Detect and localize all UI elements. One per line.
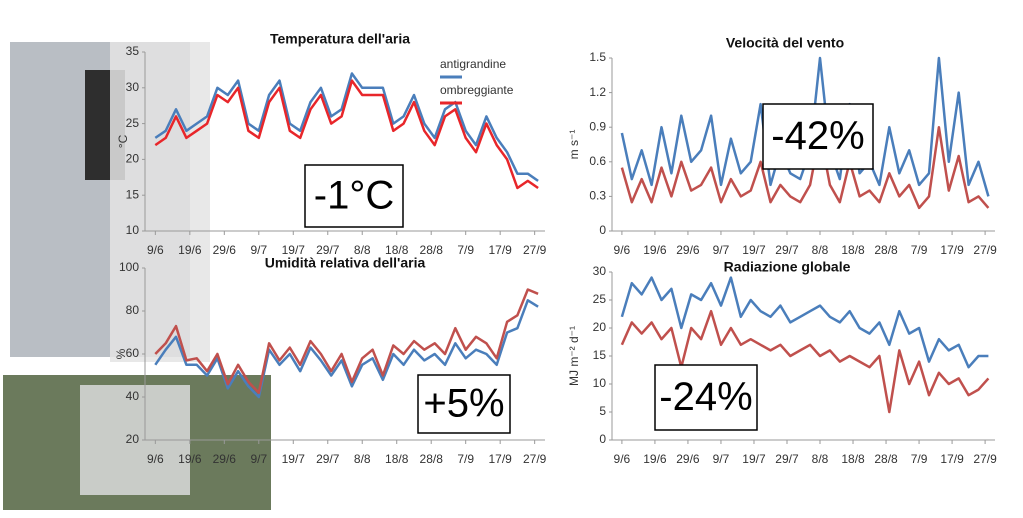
- y-tick-label: 30: [126, 80, 140, 94]
- x-tick-label: 19/6: [643, 243, 667, 257]
- y-axis-label: %: [114, 348, 128, 359]
- x-tick-label: 19/7: [282, 452, 306, 466]
- x-tick-label: 19/6: [178, 243, 202, 257]
- series-line: [620, 125, 990, 210]
- x-tick-label: 27/9: [523, 452, 547, 466]
- x-tick-label: 29/6: [213, 452, 237, 466]
- chart-title: Temperatura dell'aria: [270, 31, 410, 47]
- x-tick-label: 9/6: [147, 452, 164, 466]
- y-tick-label: 35: [126, 44, 140, 58]
- y-tick-label: 20: [593, 320, 607, 334]
- chart-title: Radiazione globale: [724, 259, 851, 275]
- x-tick-label: 9/6: [147, 243, 164, 257]
- y-tick-label: 25: [126, 116, 140, 130]
- x-tick-label: 29/6: [676, 243, 700, 257]
- annotation: +5%: [423, 382, 504, 426]
- x-tick-label: 8/8: [812, 452, 829, 466]
- x-tick-label: 18/8: [385, 243, 409, 257]
- x-tick-label: 8/8: [812, 243, 829, 257]
- x-tick-label: 9/7: [250, 243, 267, 257]
- x-tick-label: 19/6: [178, 452, 202, 466]
- annotation: -24%: [659, 375, 752, 419]
- chart-title: Umidità relativa dell'aria: [265, 255, 426, 271]
- x-tick-label: 8/8: [354, 243, 371, 257]
- y-tick-label: 100: [119, 260, 139, 274]
- y-tick-label: 30: [593, 264, 607, 278]
- y-tick-label: 25: [593, 292, 607, 306]
- y-axis-label: °C: [116, 134, 130, 148]
- x-tick-label: 28/8: [420, 452, 444, 466]
- chart-title: Velocità del vento: [726, 35, 844, 51]
- y-tick-label: 20: [126, 152, 140, 166]
- x-tick-label: 9/6: [614, 243, 631, 257]
- x-tick-label: 19/7: [742, 243, 766, 257]
- y-tick-label: 0.3: [589, 189, 606, 203]
- x-tick-label: 7/9: [911, 243, 928, 257]
- y-tick-label: 5: [599, 404, 606, 418]
- x-tick-label: 17/9: [488, 452, 512, 466]
- x-tick-label: 18/8: [385, 452, 409, 466]
- y-tick-label: 40: [126, 389, 140, 403]
- annotation: -42%: [771, 114, 864, 158]
- x-tick-label: 9/7: [713, 452, 730, 466]
- series-line: [154, 72, 539, 182]
- x-tick-label: 17/9: [488, 243, 512, 257]
- x-tick-label: 18/8: [841, 452, 865, 466]
- y-tick-label: 15: [126, 187, 140, 201]
- x-tick-label: 29/7: [775, 243, 799, 257]
- photo-overlay: [110, 42, 210, 362]
- annotation: -1°C: [314, 174, 394, 218]
- annotation-box: [304, 164, 404, 228]
- x-tick-label: 29/7: [316, 452, 340, 466]
- y-tick-label: 0: [599, 223, 606, 237]
- x-tick-label: 18/8: [841, 243, 865, 257]
- x-tick-label: 27/9: [523, 243, 547, 257]
- y-tick-label: 80: [126, 303, 140, 317]
- y-tick-label: 15: [593, 348, 607, 362]
- legend-label: ombreggiante: [440, 83, 514, 97]
- series-line: [620, 276, 989, 369]
- series-line: [154, 288, 539, 394]
- x-tick-label: 27/9: [973, 243, 997, 257]
- x-tick-label: 17/9: [940, 452, 964, 466]
- y-tick-label: 10: [126, 223, 140, 237]
- y-tick-label: 20: [126, 432, 140, 446]
- x-tick-label: 28/8: [420, 243, 444, 257]
- annotation-box: [417, 374, 511, 434]
- series-line: [154, 79, 539, 190]
- x-tick-label: 9/6: [614, 452, 631, 466]
- x-tick-label: 7/9: [457, 452, 474, 466]
- x-tick-label: 19/6: [643, 452, 667, 466]
- y-tick-label: 60: [126, 346, 140, 360]
- x-tick-label: 19/7: [282, 243, 306, 257]
- x-tick-label: 28/8: [874, 452, 898, 466]
- legend-label: antigrandine: [440, 57, 506, 71]
- y-tick-label: 0.9: [589, 119, 606, 133]
- x-tick-label: 9/7: [250, 452, 267, 466]
- x-tick-label: 19/7: [742, 452, 766, 466]
- series-line: [154, 299, 539, 399]
- series-line: [620, 309, 990, 414]
- x-tick-label: 29/7: [316, 243, 340, 257]
- annotation-box: [762, 103, 874, 170]
- y-tick-label: 0: [599, 432, 606, 446]
- annotation-box: [654, 364, 758, 431]
- x-tick-label: 17/9: [940, 243, 964, 257]
- x-tick-label: 7/9: [457, 243, 474, 257]
- x-tick-label: 27/9: [973, 452, 997, 466]
- y-axis-label: m s⁻¹: [567, 130, 581, 160]
- y-axis-label: MJ m⁻² d⁻¹: [567, 326, 581, 386]
- x-tick-label: 28/8: [874, 243, 898, 257]
- y-tick-label: 0.6: [589, 154, 606, 168]
- y-tick-label: 1.2: [589, 85, 606, 99]
- x-tick-label: 29/6: [213, 243, 237, 257]
- y-tick-label: 10: [593, 376, 607, 390]
- x-tick-label: 8/8: [354, 452, 371, 466]
- x-tick-label: 29/6: [676, 452, 700, 466]
- x-tick-label: 9/7: [713, 243, 730, 257]
- x-tick-label: 29/7: [775, 452, 799, 466]
- y-tick-label: 1.5: [589, 50, 606, 64]
- x-tick-label: 7/9: [911, 452, 928, 466]
